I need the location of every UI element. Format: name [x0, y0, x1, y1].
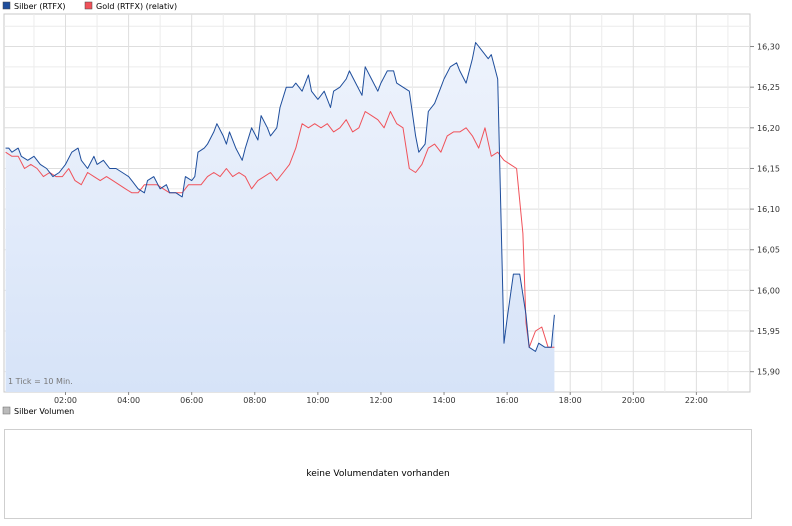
- volume-panel: keine Volumendaten vorhanden: [4, 429, 752, 519]
- gold-line: [5, 111, 555, 348]
- y-tick-label: 16,10: [757, 205, 780, 214]
- silver-area-path: [5, 42, 555, 392]
- silver-line: [5, 42, 555, 352]
- x-tick-label: 22:00: [685, 396, 708, 405]
- legend-swatch-gold: [84, 1, 93, 10]
- series-lines: [5, 42, 555, 352]
- y-tick-label: 15,90: [757, 368, 780, 377]
- y-tick-label: 15,95: [757, 327, 780, 336]
- y-tick-label: 16,20: [757, 124, 780, 133]
- volume-empty-message: keine Volumendaten vorhanden: [306, 469, 450, 479]
- y-axis: 15,90 15,95 16,00 16,05 16,10 16,15 16,20 16,25…: [750, 43, 780, 377]
- x-tick-label: 08:00: [243, 396, 266, 405]
- legend-label-gold: Gold (RTFX) (relativ): [96, 2, 177, 11]
- y-tick-label: 16,25: [757, 83, 780, 92]
- chart-legend: Silber (RTFX) Gold (RTFX) (relativ): [2, 1, 177, 11]
- volume-legend: Silber Volumen: [2, 406, 74, 416]
- x-tick-label: 18:00: [559, 396, 582, 405]
- y-tick-label: 16,00: [757, 286, 780, 295]
- x-tick-label: 14:00: [432, 396, 455, 405]
- legend-swatch-silver: [2, 1, 11, 10]
- x-tick-label: 02:00: [54, 396, 77, 405]
- x-axis: 02:00 04:00 06:00 08:00 10:00 12:00 14:00 16:00…: [54, 392, 708, 405]
- x-tick-label: 06:00: [180, 396, 203, 405]
- tick-interval-note: 1 Tick = 10 Min.: [8, 377, 73, 386]
- volume-legend-swatch: [2, 406, 11, 415]
- silver-area-fill: [5, 42, 555, 392]
- y-tick-label: 16,30: [757, 43, 780, 52]
- x-tick-label: 04:00: [117, 396, 140, 405]
- x-tick-label: 12:00: [369, 396, 392, 405]
- y-tick-label: 16,15: [757, 164, 780, 173]
- legend-label-silver: Silber (RTFX): [14, 2, 66, 11]
- volume-legend-label: Silber Volumen: [14, 407, 74, 416]
- y-tick-label: 16,05: [757, 246, 780, 255]
- x-tick-label: 10:00: [306, 396, 329, 405]
- x-tick-label: 16:00: [496, 396, 519, 405]
- x-tick-label: 20:00: [622, 396, 645, 405]
